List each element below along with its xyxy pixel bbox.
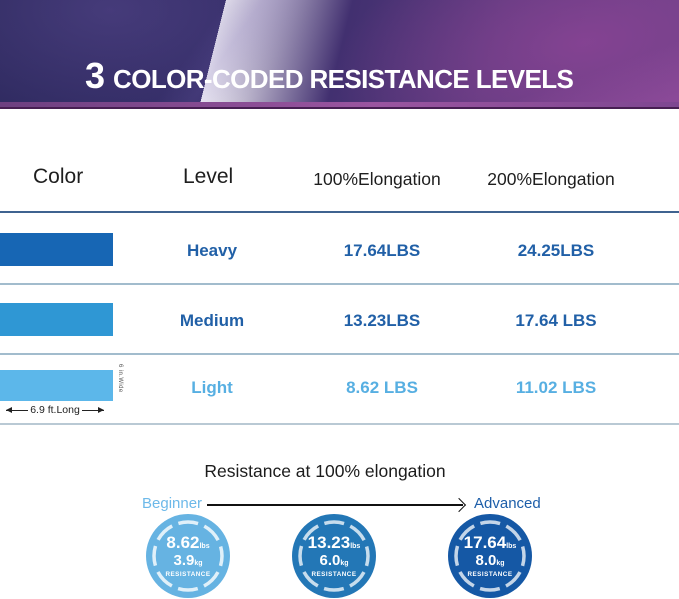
column-header-color: Color <box>33 165 84 188</box>
beginner-label: Beginner <box>142 495 203 512</box>
value-heavy-200: 24.25LBS <box>517 241 595 260</box>
badge-resistance-label: RESISTANCE <box>467 571 513 579</box>
value-medium-100: 13.23LBS <box>343 311 421 330</box>
level-label-medium: Medium <box>179 311 245 330</box>
table-header-rule <box>0 211 679 213</box>
level-label-light: Light <box>191 378 233 397</box>
badge-kg-value: 3.9kg <box>173 551 203 569</box>
dimension-arrow-left <box>6 406 29 413</box>
badge-lbs-value: 13.23lbs <box>307 532 361 552</box>
table-bottom-rule <box>0 423 679 425</box>
title-text: COLOR-CODED RESISTANCE LEVELS <box>113 64 574 94</box>
value-light-200: 11.02 LBS <box>515 378 597 397</box>
badge-lbs-value: 17.64lbs <box>463 532 517 552</box>
band-length-text: 6.9 ft.Long <box>30 404 80 416</box>
dimension-arrow-right <box>81 406 105 413</box>
row-divider <box>0 283 679 285</box>
badge-resistance-label: RESISTANCE <box>311 571 357 579</box>
band-length-annotation: 6.9 ft.Long <box>6 404 105 416</box>
badge-kg-value: 6.0kg <box>319 551 349 569</box>
value-medium-200: 17.64 LBS <box>515 311 597 330</box>
dashed-ring-icon <box>298 520 370 592</box>
resistance-badge-light: 8.62lbs 3.9kg RESISTANCE <box>146 514 230 598</box>
title-number: 3 <box>85 55 105 96</box>
banner-bottom-edge <box>0 107 679 109</box>
badge-resistance-label: RESISTANCE <box>165 571 211 579</box>
value-light-100: 8.62 LBS <box>346 378 418 397</box>
banner-swirl-decoration <box>0 0 340 109</box>
value-heavy-100: 17.64LBS <box>343 241 421 260</box>
dashed-ring-icon <box>152 520 224 592</box>
color-swatch-heavy <box>0 233 113 266</box>
header-banner: 3 COLOR-CODED RESISTANCE LEVELS <box>0 0 679 109</box>
color-swatch-medium <box>0 303 113 336</box>
page-title: 3 COLOR-CODED RESISTANCE LEVELS <box>85 55 574 96</box>
advanced-label: Advanced <box>474 495 541 512</box>
banner-bottom-strip <box>0 102 679 107</box>
column-header-level: Level <box>183 165 234 188</box>
row-divider <box>0 353 679 355</box>
beginner-to-advanced-arrow <box>207 504 463 506</box>
level-label-heavy: Heavy <box>186 241 238 260</box>
dashed-ring-icon <box>454 520 526 592</box>
badge-kg-value: 8.0kg <box>475 551 505 569</box>
color-swatch-light <box>0 370 113 401</box>
resistance-badge-heavy: 17.64lbs 8.0kg RESISTANCE <box>448 514 532 598</box>
bottom-caption: Resistance at 100% elongation <box>204 461 446 481</box>
badge-lbs-value: 8.62lbs <box>166 532 210 552</box>
resistance-badge-medium: 13.23lbs 6.0kg RESISTANCE <box>292 514 376 598</box>
band-width-annotation: 6 in.Wide <box>117 364 123 393</box>
column-header-200-elongation: 200%Elongation <box>487 169 615 189</box>
column-header-100-elongation: 100%Elongation <box>313 169 441 189</box>
